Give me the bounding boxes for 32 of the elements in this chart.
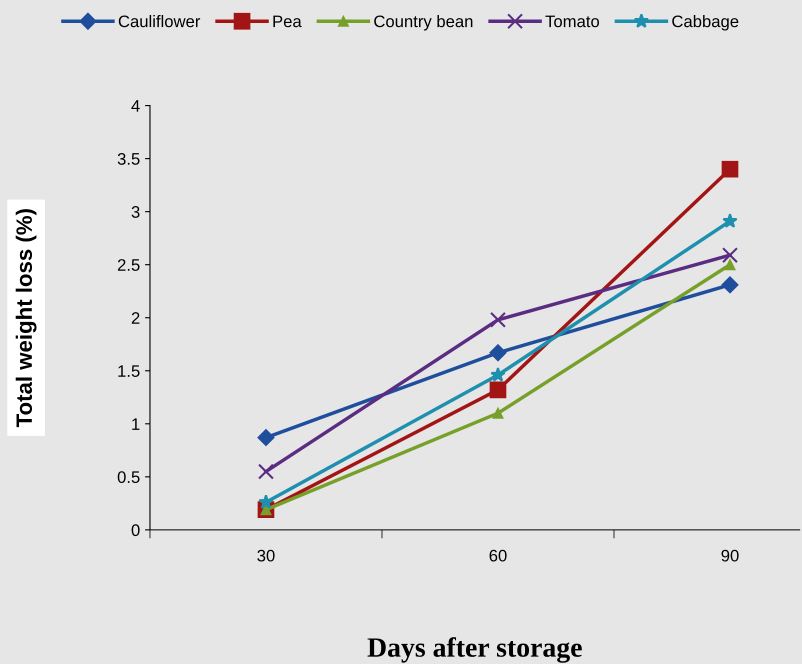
point	[489, 344, 507, 362]
x-tick-label: 60	[490, 550, 507, 562]
x-tick-label: 30	[257, 550, 275, 562]
point	[721, 276, 739, 294]
y-tick-label: 2.5	[118, 259, 140, 271]
point	[490, 367, 506, 382]
legend-label: Pea	[273, 16, 302, 28]
legend-label: Cauliflower	[118, 15, 200, 28]
legend-label: Country bean	[374, 15, 472, 31]
point	[490, 382, 506, 398]
point	[490, 312, 506, 328]
y-axis-title: Total weight loss (%)	[16, 209, 37, 428]
y-tick-label: 1.5	[118, 365, 140, 377]
x-axis-title: Days after storage	[368, 637, 582, 663]
point	[722, 213, 738, 228]
y-tick-label: 1	[132, 418, 140, 430]
point	[724, 259, 736, 270]
y-tick-label: 4	[131, 100, 140, 112]
point	[257, 429, 275, 446]
point	[258, 464, 274, 480]
point	[722, 247, 738, 264]
y-tick-label: 3	[132, 206, 140, 218]
legend-label: Cabbage	[672, 15, 738, 31]
y-tick-label: 0.5	[118, 471, 140, 484]
point	[722, 160, 738, 178]
x-tick-label: 90	[722, 550, 739, 562]
legend-label: Tomato	[545, 16, 600, 28]
y-tick-label: 3.5	[118, 153, 140, 165]
point	[258, 494, 274, 509]
y-tick-label: 0	[132, 524, 140, 536]
y-tick-label: 2	[132, 312, 140, 324]
point	[492, 408, 504, 419]
